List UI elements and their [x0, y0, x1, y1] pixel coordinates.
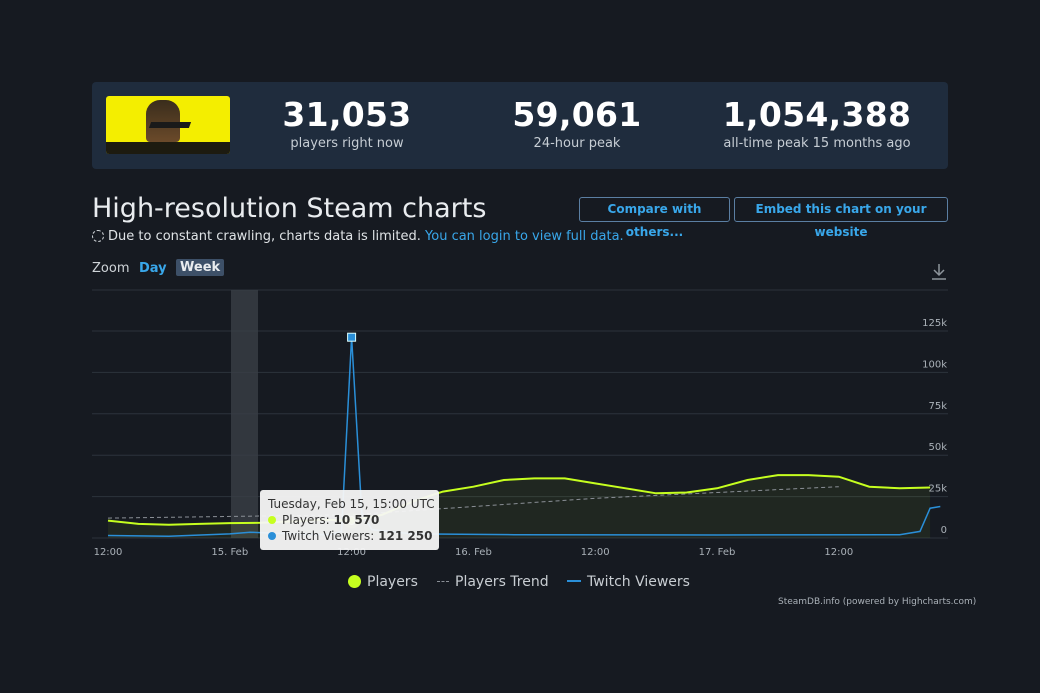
game-banner-figure [146, 100, 180, 142]
players-legend-icon [348, 575, 361, 588]
stat-current-label: players right now [290, 136, 404, 151]
tooltip-twitch-value: 121 250 [378, 529, 433, 543]
dashed-circle-icon [92, 230, 104, 242]
compare-button[interactable]: Compare with others... [579, 197, 730, 239]
trend-legend-icon [437, 581, 449, 582]
players-dot-icon [268, 516, 276, 524]
x-tick-label: 16. Feb [455, 547, 492, 558]
tooltip-players-label: Players: [282, 513, 330, 527]
legend-twitch-label: Twitch Viewers [587, 574, 690, 590]
tooltip-twitch-row: Twitch Viewers: 121 250 [268, 529, 432, 543]
stat-24h-peak: 59,061 24-hour peak [492, 96, 662, 154]
legend-players-label: Players [367, 574, 418, 590]
tooltip-twitch-label: Twitch Viewers: [282, 529, 375, 543]
x-tick-label: 12:00 [824, 547, 853, 558]
hover-band [231, 290, 258, 538]
twitch-legend-icon [567, 580, 581, 582]
zoom-label: Zoom [92, 261, 130, 276]
y-tick-label: 25k [928, 484, 947, 495]
notice-text: Due to constant crawling, charts data is… [108, 229, 421, 244]
x-tick-label: 12:00 [581, 547, 610, 558]
y-tick-label: 100k [922, 359, 947, 370]
stat-24h-peak-value: 59,061 [512, 95, 642, 134]
stat-alltime-peak-label: all-time peak 15 months ago [723, 136, 911, 151]
legend-trend-label: Players Trend [455, 574, 549, 590]
data-notice: Due to constant crawling, charts data is… [92, 229, 624, 244]
stat-24h-peak-label: 24-hour peak [533, 136, 621, 151]
chart-credit: SteamDB.info (powered by Highcharts.com) [778, 597, 977, 607]
zoom-day-button[interactable]: Day [139, 261, 167, 276]
x-tick-label: 15. Feb [211, 547, 248, 558]
game-banner[interactable] [106, 96, 230, 154]
stat-current-value: 31,053 [282, 95, 412, 134]
embed-chart-button[interactable]: Embed this chart on your website [734, 197, 948, 239]
y-tick-label: 50k [928, 442, 947, 453]
stat-current: 31,053 players right now [262, 96, 432, 154]
legend-trend[interactable]: Players Trend [437, 574, 549, 590]
zoom-controls: Zoom Day Week [92, 259, 225, 276]
y-tick-label: 75k [928, 401, 947, 412]
y-tick-label: 0 [941, 525, 947, 536]
download-icon[interactable] [930, 262, 948, 282]
legend-players[interactable]: Players [348, 574, 418, 590]
tooltip-players-value: 10 570 [333, 513, 380, 527]
tooltip-date: Tuesday, Feb 15, 15:00 UTC [268, 497, 435, 511]
twitch-dot-icon [268, 532, 276, 540]
players-trend-line [107, 486, 839, 519]
players-line [107, 474, 931, 526]
legend-twitch[interactable]: Twitch Viewers [567, 574, 690, 590]
page-title: High-resolution Steam charts [92, 193, 487, 224]
x-tick-label: 17. Feb [699, 547, 736, 558]
y-tick-label: 125k [922, 318, 947, 329]
stats-panel: 31,053 players right now 59,061 24-hour … [92, 82, 948, 169]
stat-alltime-peak: 1,054,388 all-time peak 15 months ago [712, 96, 922, 154]
tooltip-players-row: Players: 10 570 [268, 513, 379, 527]
x-tick-label: 12:00 [94, 547, 123, 558]
twitch-hover-point [347, 332, 357, 342]
chart-tooltip: Tuesday, Feb 15, 15:00 UTC Players: 10 5… [260, 490, 439, 550]
game-banner-band [106, 142, 230, 154]
zoom-week-button[interactable]: Week [176, 259, 225, 276]
login-link[interactable]: You can login to view full data. [425, 229, 624, 244]
stat-alltime-peak-value: 1,054,388 [722, 95, 912, 134]
x-tick-label: 12:00 [337, 547, 366, 558]
